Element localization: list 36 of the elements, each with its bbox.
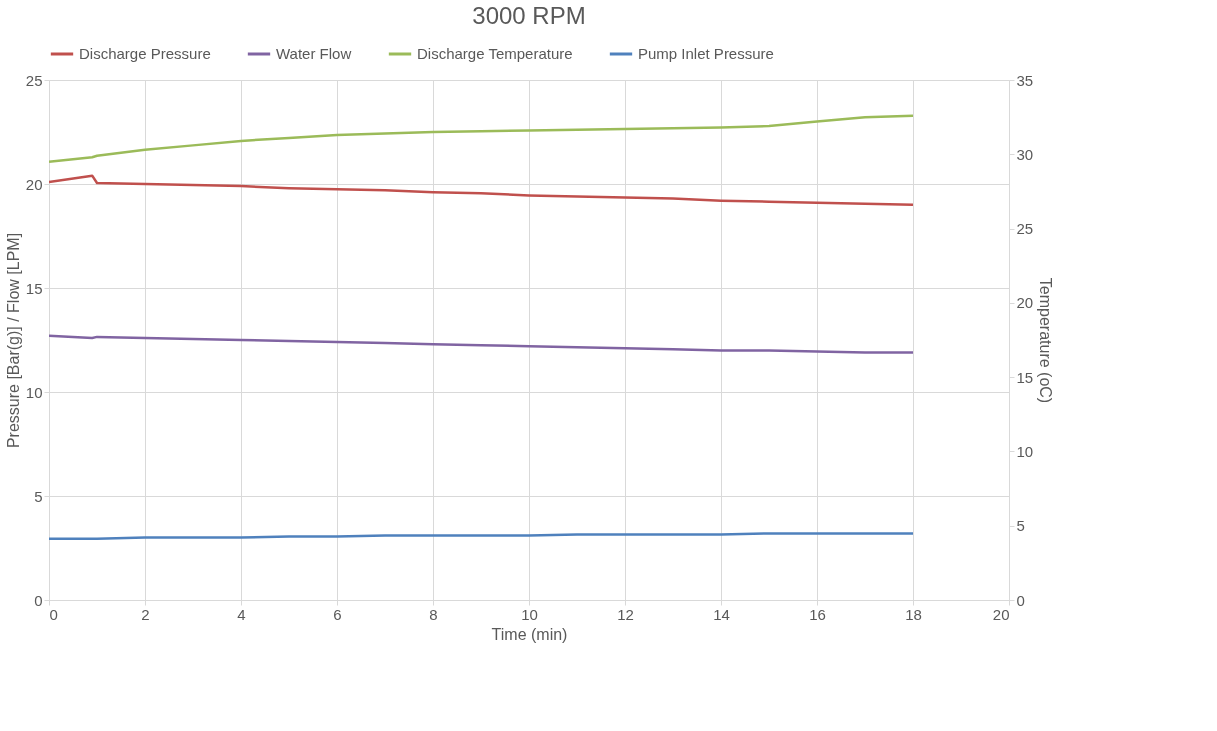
x-tick-label: 2 [141,605,150,623]
legend-label: Discharge Temperature [417,45,573,62]
chart-title: 3000 RPM [472,2,586,29]
y2-tick-label: 10 [1016,442,1034,460]
y-tick-label: 15 [25,279,43,297]
y2-tick-label: 35 [1016,71,1034,89]
x-tick-label: 8 [429,605,438,623]
y-tick-label: 20 [25,175,43,193]
y-tick-label: 25 [25,71,43,89]
line-series [49,334,915,354]
x-tick-label: 16 [809,605,826,623]
y-axis-title: Pressure [Bar(g)] / Flow [LPM] [4,232,22,449]
x-tick-label: 6 [333,605,342,623]
line-series [49,114,915,163]
x-tick-label: 18 [905,605,922,623]
y2-tick-label: 30 [1016,145,1034,163]
legend-label: Pump Inlet Pressure [638,45,774,62]
x-axis-title: Time (min) [491,625,568,643]
legend-label: Discharge Pressure [79,45,211,62]
y2-tick-label: 5 [1016,517,1025,535]
x-tick-label: 12 [617,605,634,623]
x-tick-label: 14 [713,605,730,623]
x-tick-label: 10 [521,605,538,623]
legend-label: Water Flow [276,45,352,62]
y2-tick-label: 0 [1016,591,1025,609]
line-series [49,174,915,207]
y-tick-label: 10 [25,383,43,401]
x-tick-label: 0 [49,605,58,623]
y2-tick-label: 20 [1016,294,1034,312]
x-tick-label: 20 [992,605,1010,623]
y2-tick-label: 15 [1016,368,1034,386]
y2-tick-label: 25 [1016,220,1034,238]
y-tick-label: 5 [34,487,43,505]
y-tick-label: 0 [34,591,43,609]
x-tick-label: 4 [237,605,246,623]
y2-axis-title: Temperature (oC) [1037,277,1055,404]
